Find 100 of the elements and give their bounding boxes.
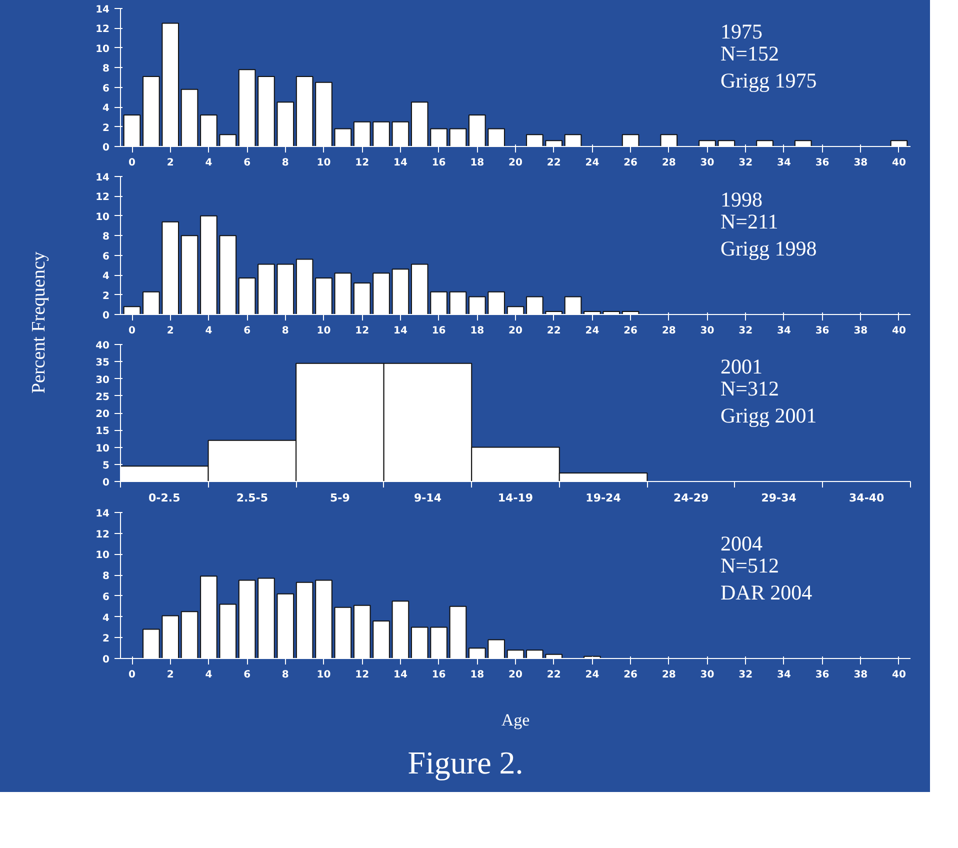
x-tick-label: 32 xyxy=(738,670,753,680)
annotation: N=512 xyxy=(720,554,780,578)
x-tick-label: 16 xyxy=(432,670,446,680)
x-tick-label: 0-2.5 xyxy=(148,492,180,504)
y-tick-label: 10 xyxy=(96,443,110,454)
x-tick-label: 4 xyxy=(205,670,212,680)
y-tick-label: 6 xyxy=(102,592,110,603)
annotation: N=152 xyxy=(720,42,780,66)
x-axis-title: Age xyxy=(501,710,530,730)
x-tick-label: 38 xyxy=(854,670,868,680)
annotation: N=211 xyxy=(720,210,778,234)
x-tick-label: 40 xyxy=(892,326,906,336)
x-tick-label: 40 xyxy=(892,670,906,680)
x-tick-label: 20 xyxy=(508,670,522,680)
x-tick-label: 36 xyxy=(815,326,830,336)
x-tick-label: 38 xyxy=(854,326,868,336)
annotation: Grigg 2001 xyxy=(720,404,817,428)
x-tick-label: 12 xyxy=(355,326,370,336)
x-tick-label: 34 xyxy=(776,158,791,168)
x-tick-label: 22 xyxy=(546,326,561,336)
x-tick-label: 32 xyxy=(738,326,753,336)
x-tick-label: 24-29 xyxy=(673,492,709,504)
caption: Figure 2. xyxy=(408,744,524,780)
y-tick-label: 8 xyxy=(102,571,110,582)
x-tick-label: 4 xyxy=(205,158,212,168)
y-tick-label: 14 xyxy=(96,4,110,16)
x-tick-label: 20 xyxy=(508,326,522,336)
x-tick-label: 10 xyxy=(316,670,331,680)
y-tick-label: 0 xyxy=(102,310,110,322)
y-tick-label: 14 xyxy=(96,172,110,184)
y-tick-label: 6 xyxy=(102,251,110,262)
x-tick-label: 30 xyxy=(700,158,714,168)
annotation: 1975 xyxy=(720,20,762,44)
x-tick-label: 10 xyxy=(316,326,331,336)
x-tick-label: 26 xyxy=(624,158,638,168)
y-tick-label: 14 xyxy=(96,508,110,520)
y-tick-label: 8 xyxy=(102,64,110,75)
y-tick-label: 2 xyxy=(102,634,110,645)
y-tick-label: 30 xyxy=(96,374,110,386)
y-tick-label: 5 xyxy=(102,460,110,472)
x-tick-label: 2 xyxy=(166,326,174,336)
x-tick-label: 6 xyxy=(244,158,251,168)
x-tick-label: 12 xyxy=(355,670,370,680)
y-axis-title: Percent Frequency xyxy=(28,251,50,394)
x-tick-label: 14 xyxy=(393,158,408,168)
x-tick-label: 2 xyxy=(166,158,174,168)
y-tick-label: 4 xyxy=(102,271,110,282)
x-tick-label: 28 xyxy=(662,158,676,168)
annotation: Grigg 1998 xyxy=(720,236,817,260)
x-tick-label: 22 xyxy=(546,670,561,680)
x-tick-label: 6 xyxy=(244,326,251,336)
y-tick-label: 35 xyxy=(96,358,110,369)
x-tick-label: 26 xyxy=(624,670,638,680)
y-tick-label: 6 xyxy=(102,83,110,94)
y-tick-label: 2 xyxy=(102,290,110,302)
x-tick-label: 36 xyxy=(815,158,830,168)
y-tick-label: 10 xyxy=(96,212,110,223)
x-tick-label: 38 xyxy=(854,158,868,168)
annotation: 2001 xyxy=(720,354,762,378)
y-tick-label: 4 xyxy=(102,103,110,114)
x-tick-label: 8 xyxy=(282,158,289,168)
x-tick-label: 22 xyxy=(546,158,561,168)
annotation: Grigg 1975 xyxy=(720,68,817,92)
y-tick-label: 20 xyxy=(96,409,110,420)
x-tick-label: 34 xyxy=(776,670,791,680)
y-tick-label: 12 xyxy=(96,24,110,36)
y-tick-label: 8 xyxy=(102,232,110,243)
x-tick-label: 9-14 xyxy=(414,492,442,504)
x-tick-label: 0 xyxy=(128,326,136,336)
x-tick-label: 20 xyxy=(508,158,522,168)
x-tick-label: 4 xyxy=(205,326,212,336)
x-tick-label: 19-24 xyxy=(586,492,622,504)
y-tick-label: 4 xyxy=(102,612,110,624)
x-tick-label: 0 xyxy=(128,670,136,680)
y-tick-label: 40 xyxy=(96,340,110,352)
y-tick-label: 0 xyxy=(102,478,110,488)
x-tick-label: 2 xyxy=(166,670,174,680)
x-tick-label: 26 xyxy=(624,326,638,336)
x-tick-label: 24 xyxy=(585,158,600,168)
x-tick-label: 30 xyxy=(700,670,714,680)
x-tick-label: 8 xyxy=(282,326,289,336)
x-tick-label: 10 xyxy=(316,158,331,168)
x-tick-label: 18 xyxy=(470,158,484,168)
x-tick-label: 29-34 xyxy=(761,492,797,504)
x-tick-label: 14-19 xyxy=(498,492,534,504)
x-tick-label: 14 xyxy=(393,326,408,336)
x-tick-label: 6 xyxy=(244,670,251,680)
y-tick-label: 0 xyxy=(102,654,110,666)
x-tick-label: 2.5-5 xyxy=(236,492,268,504)
x-tick-label: 32 xyxy=(738,158,753,168)
x-tick-label: 16 xyxy=(432,158,446,168)
y-tick-label: 2 xyxy=(102,122,110,134)
annotation: 2004 xyxy=(720,532,763,556)
x-tick-label: 36 xyxy=(815,670,830,680)
annotation: 1998 xyxy=(720,188,762,212)
annotation: DAR 2004 xyxy=(720,580,813,604)
x-tick-label: 28 xyxy=(662,670,676,680)
x-tick-label: 24 xyxy=(585,670,600,680)
x-tick-label: 8 xyxy=(282,670,289,680)
y-tick-label: 10 xyxy=(96,44,110,55)
